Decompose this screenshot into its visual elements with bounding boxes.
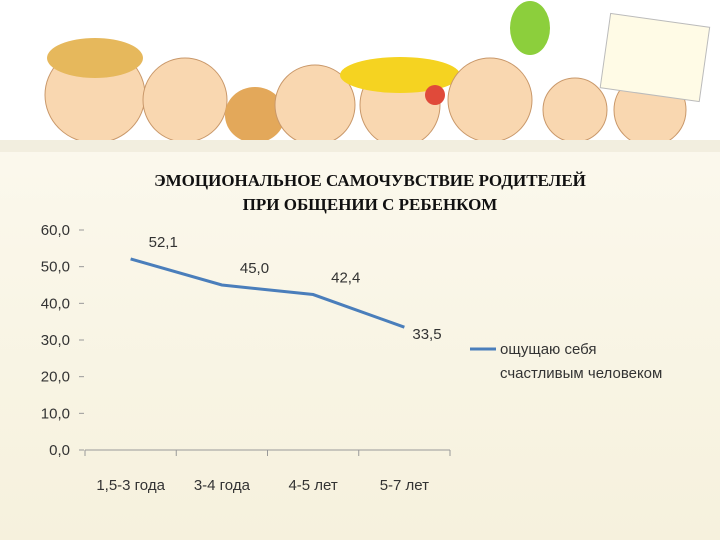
y-tick-label: 60,0 <box>41 222 70 239</box>
data-label: 33,5 <box>412 326 441 343</box>
y-tick-label: 10,0 <box>41 405 70 422</box>
y-tick-label: 40,0 <box>41 295 70 312</box>
chart-title: ЭМОЦИОНАЛЬНОЕ САМОЧУВСТВИЕ РОДИТЕЛЕЙ <box>154 171 586 190</box>
y-tick-label: 0,0 <box>49 442 70 459</box>
data-label: 42,4 <box>331 270 360 287</box>
legend-label: ощущаю себя счастливым человеком <box>500 341 663 382</box>
y-tick-label: 50,0 <box>41 259 70 276</box>
y-tick-label: 30,0 <box>41 332 70 349</box>
data-label: 45,0 <box>240 260 269 277</box>
x-tick-label: 5-7 лет <box>380 477 429 494</box>
data-line <box>130 257 405 329</box>
x-tick-label: 3-4 года <box>194 477 251 494</box>
y-tick-label: 20,0 <box>41 369 70 386</box>
x-tick-label: 1,5-3 года <box>96 477 165 494</box>
x-tick-label: 4-5 лет <box>288 477 337 494</box>
chart-subtitle: ПРИ ОБЩЕНИИ С РЕБЕНКОМ <box>243 195 498 214</box>
header-illustration <box>0 0 720 152</box>
data-label: 52,1 <box>149 234 178 251</box>
